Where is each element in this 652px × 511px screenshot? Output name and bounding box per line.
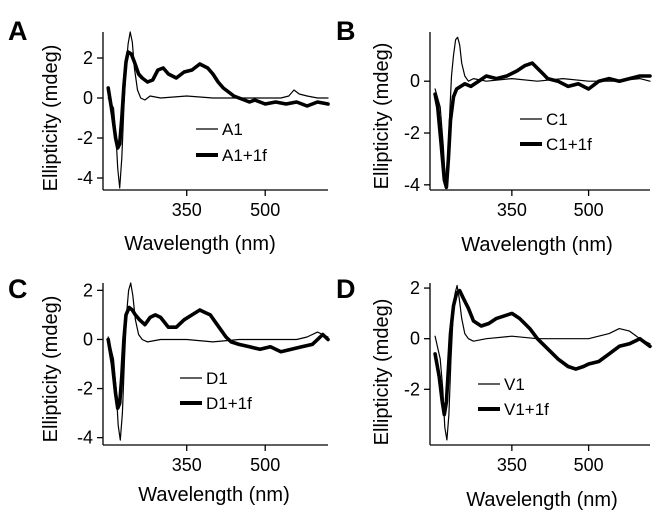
y-axis-title-a: Ellipticity (mdeg) [40, 45, 62, 192]
x-tick-label-d: 350 [497, 455, 527, 475]
x-axis-title-a: Wavelength (nm) [124, 233, 276, 255]
y-tick-label-c: -2 [77, 379, 93, 399]
x-tick-label-d: 500 [574, 455, 604, 475]
y-tick-label-b: 0 [410, 71, 420, 91]
panel-c: C Ellipticity (mdeg) Wavelength (nm) D1 … [8, 274, 290, 506]
panel-b: B Ellipticity (mdeg) Wavelength (nm) C1 … [336, 16, 613, 256]
x-tick-label-b: 350 [497, 200, 527, 220]
y-tick-label-a: 2 [83, 48, 93, 68]
panel-letter-a: A [8, 16, 28, 46]
y-tick-label-b: -4 [404, 175, 420, 195]
y-tick-label-c: 2 [83, 280, 93, 300]
y-tick-label-a: -4 [77, 168, 93, 188]
y-axis-title-b: Ellipticity (mdeg) [371, 43, 393, 190]
legend-b: C1 C1+1f [520, 110, 592, 154]
plot-area-a: -4 -2 0 2 350 500 [77, 31, 330, 220]
series-line-b-0 [434, 36, 651, 181]
legend-label-v1: V1 [504, 375, 525, 394]
series-line-a-0 [107, 31, 329, 189]
y-tick-label-c: -4 [77, 428, 93, 448]
legend-label-v1-1f: V1+1f [504, 400, 549, 419]
legend-c: D1 D1+1f [180, 369, 252, 413]
y-tick-label-d: -2 [404, 379, 420, 399]
y-tick-label-d: 2 [410, 278, 420, 298]
plot-area-b: -4 -2 0 350 500 [404, 32, 652, 220]
plot-area-d: -2 0 2 350 500 [404, 278, 652, 475]
panel-a: A Ellipticity (mdeg) Wavelength (nm) A1 … [8, 16, 276, 255]
y-tick-label-b: -2 [404, 123, 420, 143]
series-line-d-1 [433, 288, 652, 417]
legend-label-c1-1f: C1+1f [546, 135, 592, 154]
series-line-c-1 [106, 305, 330, 410]
legend-label-c1: C1 [546, 110, 568, 129]
x-axis-title-c: Wavelength (nm) [138, 484, 290, 506]
y-tick-label-c: 0 [83, 329, 93, 349]
plot-area-c: -4 -2 0 2 350 500 [77, 280, 330, 475]
legend-label-d1: D1 [206, 369, 228, 388]
x-tick-label-a: 350 [172, 200, 202, 220]
panel-letter-d: D [336, 274, 356, 304]
x-tick-label-c: 500 [250, 455, 280, 475]
legend-label-d1-1f: D1+1f [206, 394, 252, 413]
plot-layer: -4 -2 0 2 350 500 -4 -2 0 350 500 -4 -2 0 2 350 500 -2 0 2 3… [77, 31, 652, 475]
x-tick-label-c: 350 [172, 455, 202, 475]
legend-a: A1 A1+1f [196, 120, 267, 165]
legend-label-a1-1f: A1+1f [222, 146, 267, 165]
series-line-c-0 [107, 282, 329, 441]
legend-label-a1: A1 [222, 120, 243, 139]
x-tick-label-b: 500 [574, 200, 604, 220]
y-axis-title-d: Ellipticity (mdeg) [371, 299, 393, 446]
x-axis-title-d: Wavelength (nm) [466, 489, 618, 511]
y-tick-label-a: -2 [77, 128, 93, 148]
x-tick-label-a: 500 [250, 200, 280, 220]
legend-d: V1 V1+1f [478, 375, 549, 419]
series-line-a-1 [106, 50, 330, 150]
series-line-d-0 [434, 284, 651, 441]
y-tick-label-a: 0 [83, 88, 93, 108]
panel-letter-b: B [336, 16, 356, 46]
panel-d: D Ellipticity (mdeg) Wavelength (nm) V1 … [336, 274, 618, 511]
y-tick-label-d: 0 [410, 329, 420, 349]
panel-letter-c: C [8, 274, 28, 304]
series-line-b-1 [433, 61, 652, 190]
x-axis-title-b: Wavelength (nm) [461, 234, 613, 256]
y-axis-title-c: Ellipticity (mdeg) [40, 296, 62, 443]
